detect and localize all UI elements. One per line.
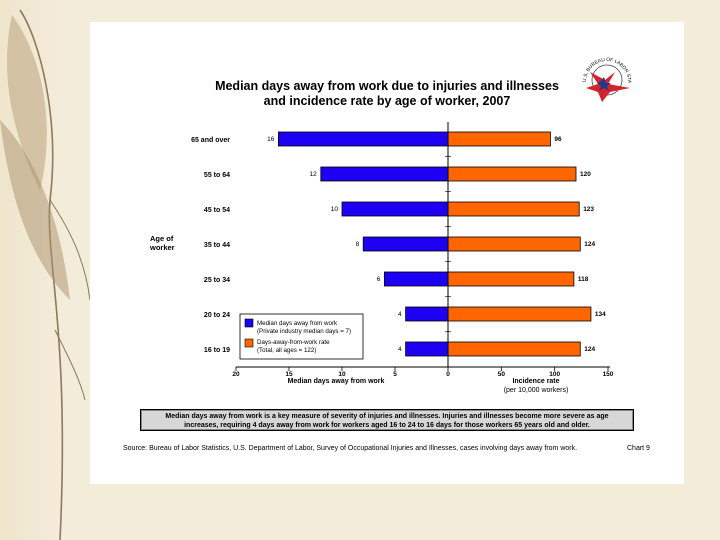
chart-number: Chart 9 [627,445,650,452]
legend-swatch-rate [244,338,254,348]
note-line2: increases, requiring 4 days away from wo… [184,422,590,429]
category-label: 25 to 34 [204,277,230,284]
category-label: 65 and over [191,137,230,144]
y-axis-label: Age of worker [150,234,175,252]
tick-label-right: 50 [498,371,506,378]
right-axis-label-line2: (per 10,000 workers) [504,387,569,394]
leaf-decoration [0,9,91,540]
y-axis-label-line1: Age of [150,234,174,243]
bls-logo: U.S. BUREAU OF LABOR STATISTICS [90,22,632,102]
bar-days-away [405,306,449,322]
legend-days-line2: (Private industry median days = 7) [257,328,351,335]
value-label-days: 10 [331,206,339,213]
value-label-rate: 120 [580,171,591,178]
category-label: 16 to 19 [204,347,230,354]
bar-days-away [320,166,449,182]
note-line1: Median days away from work is a key meas… [165,413,609,420]
value-label-days: 8 [356,241,360,248]
category-label: 55 to 64 [204,172,230,179]
category-label: 35 to 44 [204,242,230,249]
value-label-rate: 123 [583,206,594,213]
bar-incidence-rate [447,131,551,147]
chart-title-line1: Median days away from work due to injuri… [215,79,559,93]
legend: Median days away from work (Private indu… [239,313,364,360]
left-axis-label: Median days away from work [288,378,385,385]
value-label-rate: 96 [554,136,562,143]
bar-days-away [341,201,449,217]
bar-days-away [405,341,449,357]
tick-label-right: 100 [549,371,560,378]
tick-label-right: 150 [603,371,614,378]
y-axis-label-line2: worker [150,243,175,252]
value-label-rate: 134 [595,311,606,318]
slide: Median days away from work due to injuri… [90,22,684,484]
bar-days-away [362,236,449,252]
value-label-rate: 124 [584,346,595,353]
value-label-rate: 118 [578,276,589,283]
value-label-days: 6 [377,276,381,283]
legend-days-line1: Median days away from work [257,320,338,327]
bar-incidence-rate [447,341,581,357]
bar-incidence-rate [447,201,580,217]
value-label-days: 12 [310,171,318,178]
value-label-rate: 124 [584,241,595,248]
right-axis-label-line1: Incidence rate [512,378,559,385]
tick-label-left: 15 [285,371,293,378]
chart-area: U.S. BUREAU OF LABOR STATISTICS 65 and o… [90,22,632,394]
bar-incidence-rate [447,236,581,252]
bar-incidence-rate [447,306,592,322]
tick-label-left: 20 [232,371,240,378]
source-text: Source: Bureau of Labor Statistics, U.S.… [123,445,578,452]
logo-text: U.S. BUREAU OF LABOR STATISTICS [90,22,632,84]
tick-label-left: 5 [393,371,397,378]
bar-incidence-rate [447,166,577,182]
value-label-days: 16 [267,136,275,143]
tick-label-left: 10 [338,371,346,378]
legend-rate-line2: (Total, all ages = 122) [257,347,316,354]
value-label-days: 4 [398,311,402,318]
category-label: 45 to 54 [204,207,230,214]
bar-days-away [383,271,449,287]
chart-title-line2: and incidence rate by age of worker, 200… [263,94,511,108]
tick-label-left: 0 [446,371,450,378]
legend-rate-line1: Days-away-from-work rate [257,339,330,346]
bar-days-away [277,131,449,147]
value-label-days: 4 [398,346,402,353]
note-box: Median days away from work is a key meas… [140,409,634,431]
category-label: 20 to 24 [204,312,230,319]
legend-swatch-days [244,318,254,328]
bar-incidence-rate [447,271,575,287]
